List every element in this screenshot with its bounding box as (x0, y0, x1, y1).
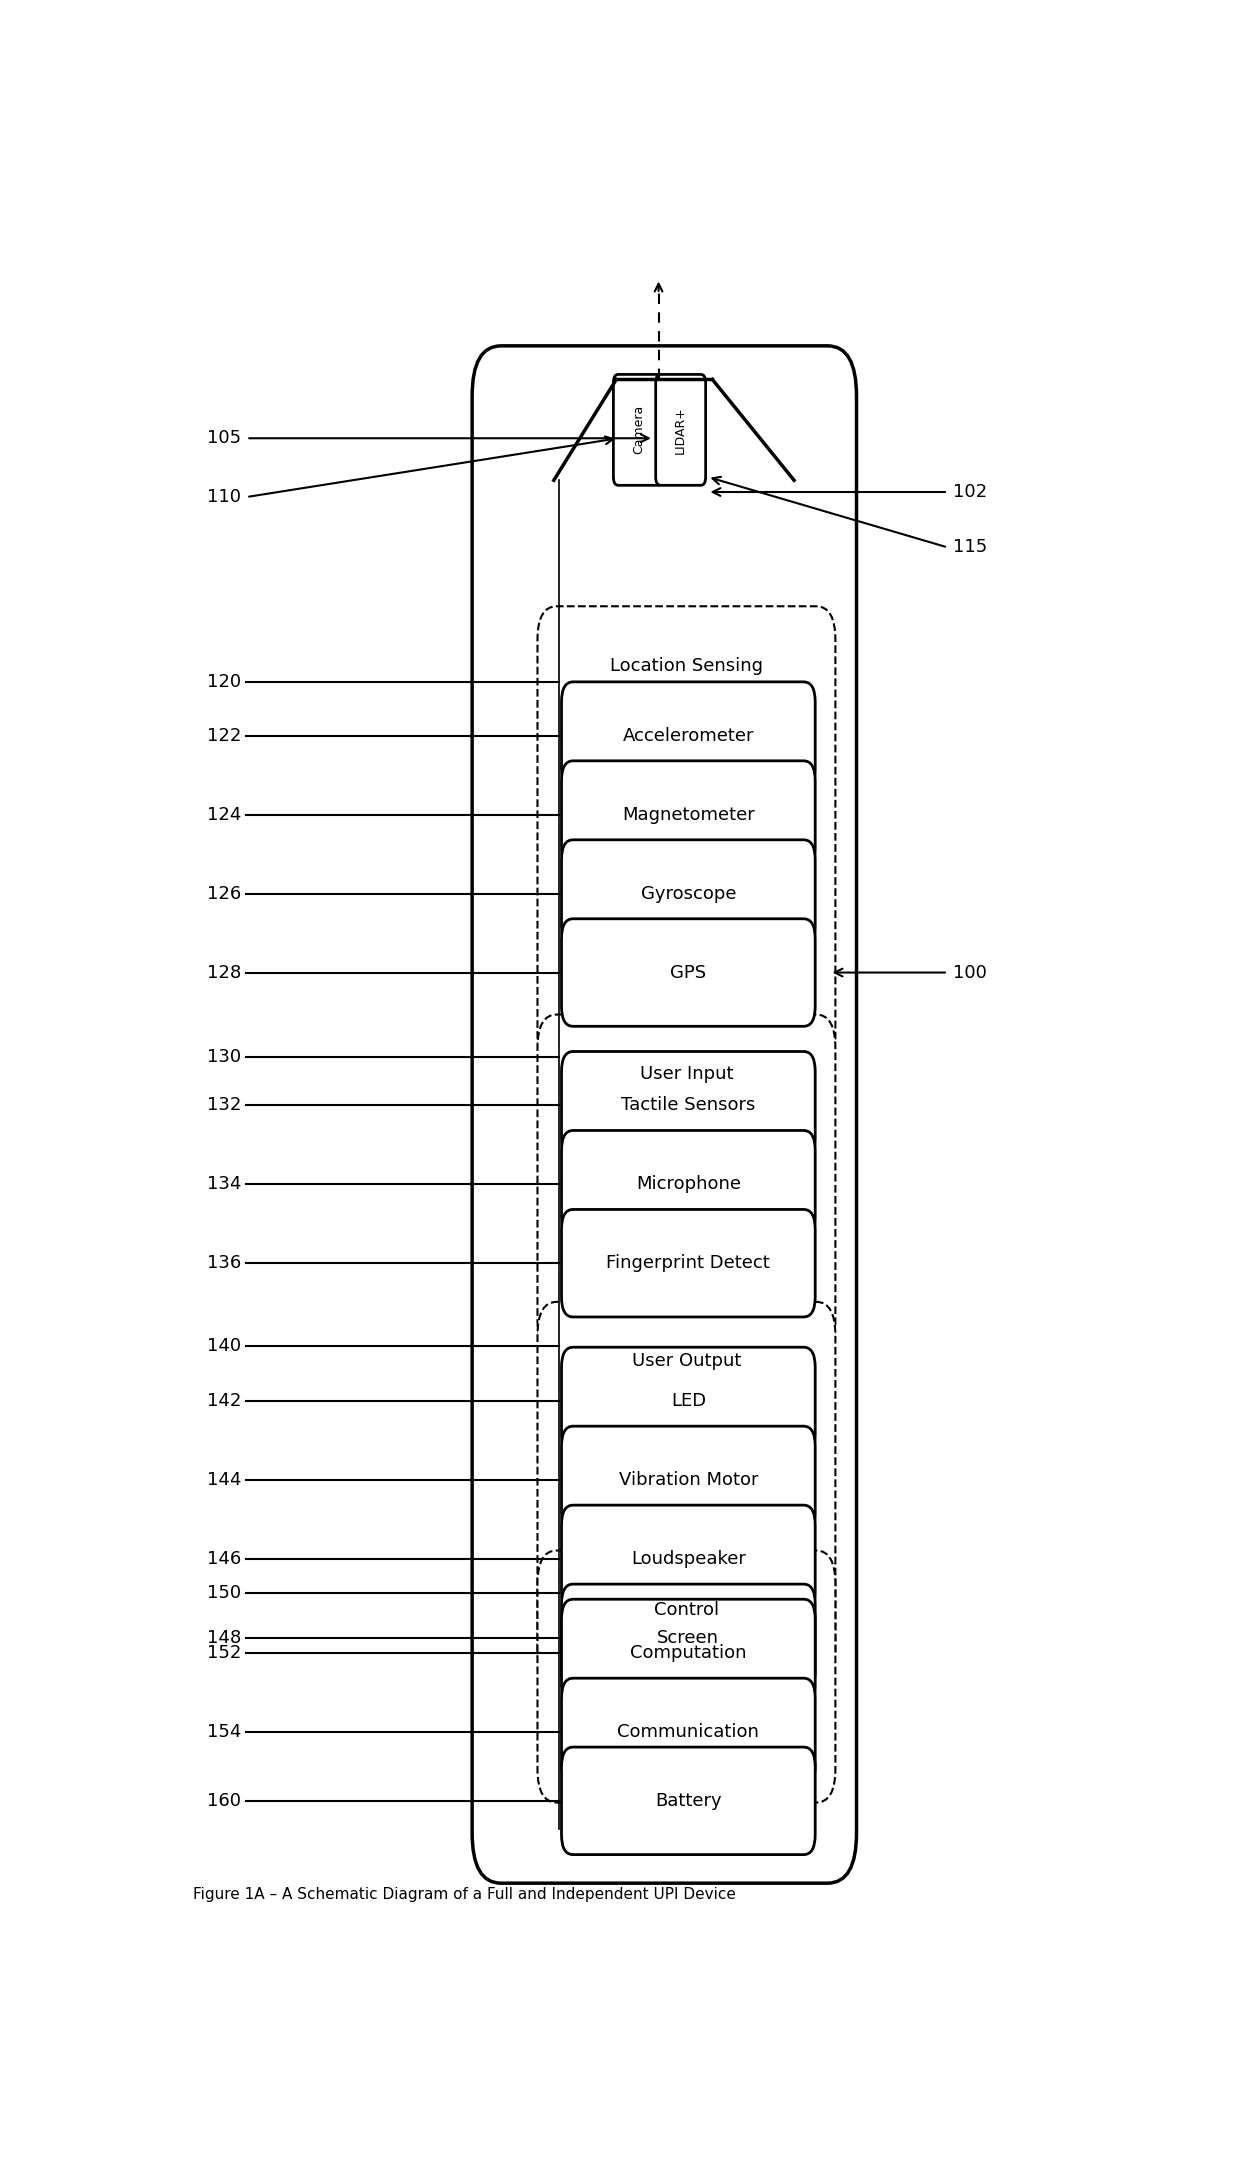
Text: 136: 136 (207, 1255, 242, 1272)
FancyBboxPatch shape (562, 1346, 815, 1455)
Text: 146: 146 (207, 1549, 242, 1569)
Text: Control: Control (653, 1602, 719, 1619)
Text: Magnetometer: Magnetometer (622, 805, 755, 823)
FancyBboxPatch shape (562, 1506, 815, 1612)
Text: Location Sensing: Location Sensing (610, 657, 763, 674)
Text: 100: 100 (952, 964, 987, 982)
Text: GPS: GPS (671, 964, 707, 982)
FancyBboxPatch shape (656, 375, 706, 484)
FancyBboxPatch shape (562, 1599, 815, 1706)
FancyBboxPatch shape (562, 681, 815, 790)
Text: 122: 122 (207, 727, 242, 744)
Text: 160: 160 (207, 1791, 242, 1809)
FancyBboxPatch shape (537, 1015, 836, 1353)
Text: 148: 148 (207, 1630, 242, 1647)
Text: 142: 142 (207, 1392, 242, 1410)
Text: 134: 134 (207, 1176, 242, 1194)
Text: Microphone: Microphone (636, 1176, 740, 1194)
Text: Fingerprint Detect: Fingerprint Detect (606, 1255, 770, 1272)
FancyBboxPatch shape (562, 762, 815, 868)
FancyBboxPatch shape (562, 1678, 815, 1785)
FancyBboxPatch shape (562, 1584, 815, 1691)
FancyBboxPatch shape (537, 1551, 836, 1802)
Text: 126: 126 (207, 884, 242, 903)
Text: User Input: User Input (640, 1065, 733, 1082)
FancyBboxPatch shape (562, 1748, 815, 1855)
FancyBboxPatch shape (562, 840, 815, 947)
Text: Tactile Sensors: Tactile Sensors (621, 1095, 755, 1115)
Text: 154: 154 (207, 1724, 242, 1741)
Text: 124: 124 (207, 805, 242, 823)
Text: LIDAR+: LIDAR+ (675, 406, 687, 454)
Text: 130: 130 (207, 1047, 242, 1065)
Text: Screen: Screen (657, 1630, 719, 1647)
Text: Computation: Computation (630, 1643, 746, 1663)
Text: Loudspeaker: Loudspeaker (631, 1549, 745, 1569)
Text: 105: 105 (207, 430, 242, 447)
FancyBboxPatch shape (562, 1130, 815, 1237)
Text: 115: 115 (952, 539, 987, 556)
Text: Communication: Communication (618, 1724, 759, 1741)
Text: 152: 152 (207, 1643, 242, 1663)
FancyBboxPatch shape (562, 1052, 815, 1159)
FancyBboxPatch shape (537, 1303, 836, 1682)
FancyBboxPatch shape (614, 375, 663, 484)
Text: User Output: User Output (631, 1353, 742, 1370)
FancyBboxPatch shape (562, 1209, 815, 1318)
Text: 102: 102 (952, 482, 987, 502)
Text: Camera: Camera (632, 406, 645, 454)
Text: 140: 140 (207, 1338, 242, 1355)
Text: Figure 1A – A Schematic Diagram of a Full and Independent UPI Device: Figure 1A – A Schematic Diagram of a Ful… (193, 1887, 737, 1903)
Text: 128: 128 (207, 964, 242, 982)
FancyBboxPatch shape (472, 345, 857, 1883)
FancyBboxPatch shape (562, 919, 815, 1026)
Text: 150: 150 (207, 1584, 242, 1602)
Text: Battery: Battery (655, 1791, 722, 1809)
Text: 120: 120 (207, 672, 242, 692)
Text: Gyroscope: Gyroscope (641, 884, 737, 903)
FancyBboxPatch shape (537, 607, 836, 1069)
Text: 110: 110 (207, 489, 242, 506)
Text: Accelerometer: Accelerometer (622, 727, 754, 744)
Text: 132: 132 (207, 1095, 242, 1115)
Text: 144: 144 (207, 1471, 242, 1488)
Text: LED: LED (671, 1392, 706, 1410)
FancyBboxPatch shape (562, 1427, 815, 1534)
Text: Vibration Motor: Vibration Motor (619, 1471, 758, 1488)
